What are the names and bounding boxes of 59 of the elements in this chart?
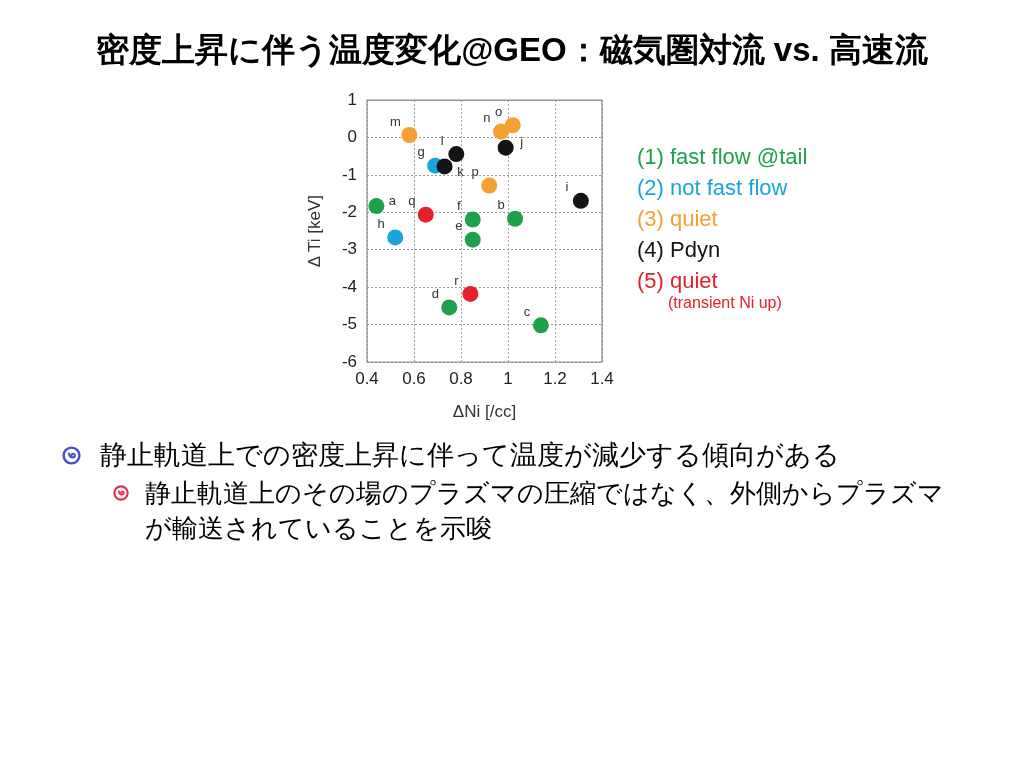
point	[464, 211, 481, 228]
annotation: p	[471, 164, 479, 180]
text: (5) quiet (transient Ni up)	[637, 267, 783, 311]
point	[417, 206, 434, 223]
text: 静止軌道上のその場のプラズマの圧縮ではなく、外側からプラズマが輸送されていることを示唆	[145, 477, 945, 545]
point	[504, 117, 521, 134]
point	[492, 123, 509, 140]
y-tick-label: -1	[341, 164, 357, 184]
point	[448, 146, 465, 163]
annotation: o	[495, 103, 503, 119]
point	[464, 231, 481, 248]
point	[532, 317, 549, 334]
x-tick-label: 1	[503, 368, 513, 388]
point	[401, 126, 418, 143]
y-tick-label: -2	[341, 202, 357, 222]
x-axis-title: ΔNi [/cc]	[452, 402, 517, 422]
text: (1) fast flow @tail	[637, 143, 808, 171]
annotation: q	[408, 193, 416, 209]
y-tick-label: -4	[341, 276, 357, 296]
annotation: m	[389, 113, 401, 129]
annotation: d	[431, 285, 439, 301]
x-tick-label: 0.4	[355, 368, 379, 388]
y-tick-label: -3	[341, 239, 357, 259]
annotation: l	[440, 132, 444, 148]
y-axis-title: Δ Ti [keV]	[304, 195, 324, 268]
text: 静止軌道上での密度上昇に伴って温度が減少する傾向がある	[100, 439, 841, 472]
annotation: b	[497, 197, 505, 213]
annotation: a	[388, 192, 397, 208]
annotation: c	[523, 303, 531, 319]
point	[507, 210, 524, 227]
annotation: e	[455, 218, 463, 234]
annotation: f	[456, 198, 461, 214]
point	[572, 192, 589, 209]
annotation: k	[457, 163, 465, 179]
x-tick-label: 0.8	[449, 368, 473, 388]
point	[368, 198, 385, 215]
text: (2) not fast flow	[637, 174, 789, 202]
point	[441, 299, 458, 316]
annotation: h	[377, 216, 385, 232]
y-tick-label: 0	[347, 127, 357, 147]
y-tick-label: -5	[341, 314, 357, 334]
chart-title: 密度上昇に伴う温度変化@GEO：磁気圏対流 vs. 高速流	[95, 30, 929, 70]
y-tick-label: -6	[341, 351, 357, 371]
annotation: g	[417, 144, 425, 160]
y-tick-label: 1	[347, 89, 357, 109]
text: (3) quiet	[637, 205, 719, 233]
annotation: i	[565, 179, 569, 195]
annotation: j	[519, 134, 524, 150]
text: (4) Pdyn	[637, 236, 722, 264]
point	[462, 285, 479, 302]
annotation: n	[483, 110, 491, 126]
x-tick-label: 0.6	[402, 368, 426, 388]
point	[481, 177, 498, 194]
point	[436, 158, 453, 175]
point	[497, 139, 514, 156]
x-tick-label: 1.2	[543, 368, 567, 388]
x-tick-label: 1.4	[590, 368, 614, 388]
point	[387, 229, 404, 246]
annotation: r	[454, 272, 460, 288]
